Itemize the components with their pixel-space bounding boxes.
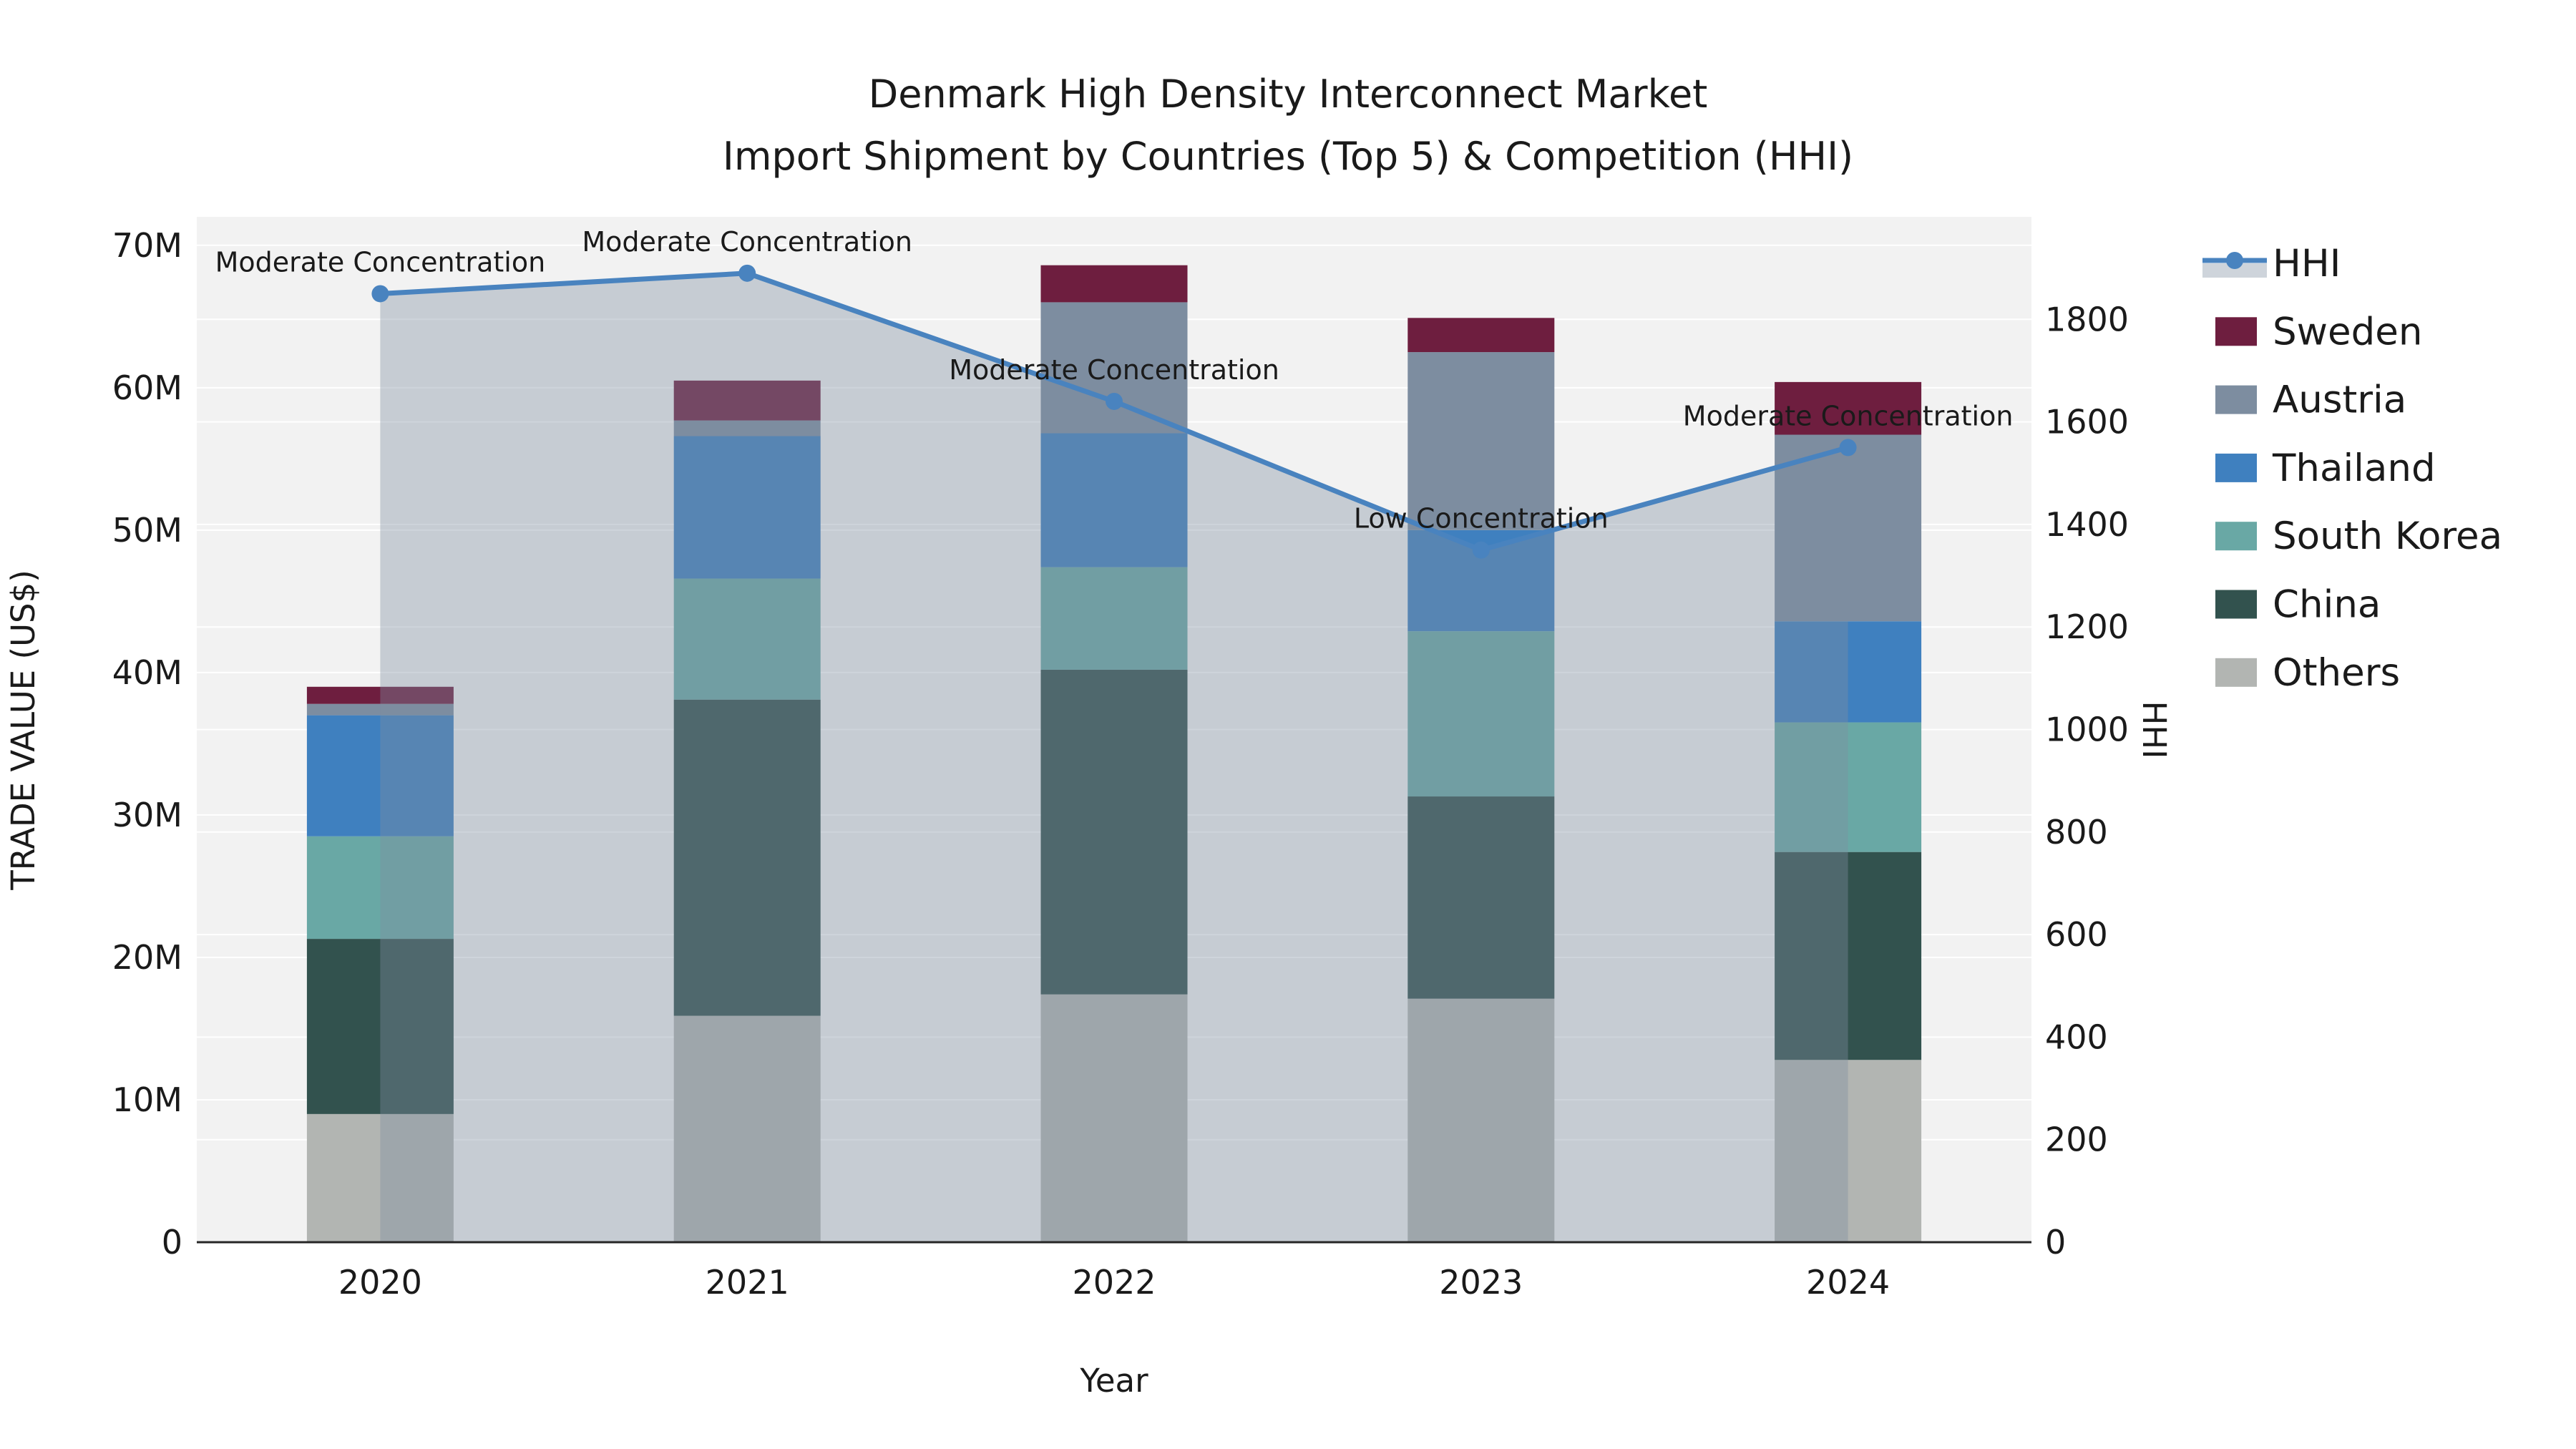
legend-label: Thailand: [2272, 447, 2436, 490]
left-tick-label: 20M: [112, 938, 182, 977]
legend-hhi-fill-sample: [2202, 263, 2267, 278]
x-tick-label: 2023: [1439, 1263, 1523, 1302]
left-tick-label: 10M: [112, 1080, 182, 1119]
bar-segment-sweden-2023: [1407, 318, 1555, 353]
bar-segment-south-korea-2022: [1040, 567, 1188, 670]
bar-segment-thailand-2020: [306, 715, 454, 836]
x-tick-label: 2020: [338, 1263, 422, 1302]
legend-label: HHI: [2273, 242, 2341, 286]
bar-segment-south-korea-2020: [306, 836, 454, 940]
bar-segment-china-2024: [1775, 852, 1922, 1060]
legend-item-austria: Austria: [2215, 379, 2406, 422]
legend-label: China: [2273, 583, 2381, 627]
right-tick-label: 800: [2045, 813, 2108, 852]
bar-segment-south-korea-2021: [673, 578, 821, 700]
right-tick-label: 400: [2045, 1018, 2108, 1056]
bar-segment-others-2021: [673, 1015, 821, 1242]
bar-segment-others-2023: [1407, 998, 1555, 1242]
bar-segment-thailand-2022: [1040, 433, 1188, 567]
x-tick-label: 2022: [1072, 1263, 1156, 1302]
right-tick-label: 1800: [2045, 300, 2129, 338]
legend-swatch: [2215, 522, 2257, 551]
x-tick-label: 2021: [706, 1263, 789, 1302]
left-y-axis-title: TRADE VALUE (US$): [4, 570, 42, 891]
legend-item-south-korea: South Korea: [2215, 514, 2502, 558]
bar-segment-sweden-2020: [306, 686, 454, 704]
legend-label: Austria: [2273, 379, 2406, 422]
left-tick-label: 50M: [112, 511, 182, 550]
bar-segment-thailand-2024: [1775, 621, 1922, 723]
bar-segment-others-2024: [1775, 1060, 1922, 1242]
right-tick-label: 1200: [2045, 608, 2129, 646]
bar-segment-south-korea-2024: [1775, 722, 1922, 852]
legend-item-china: China: [2215, 583, 2381, 627]
bar-segment-china-2023: [1407, 796, 1555, 999]
right-tick-label: 0: [2045, 1223, 2066, 1262]
legend-label: Sweden: [2273, 310, 2422, 353]
legend-label: Others: [2273, 651, 2400, 695]
right-tick-label: 600: [2045, 915, 2108, 954]
bar-segment-others-2020: [306, 1113, 454, 1242]
right-tick-label: 1400: [2045, 505, 2129, 544]
bar-segment-thailand-2021: [673, 436, 821, 579]
bar-segment-austria-2020: [306, 703, 454, 716]
bar-segment-austria-2023: [1407, 352, 1555, 530]
x-axis-title: Year: [1079, 1362, 1148, 1400]
annotation-2022: Moderate Concentration: [949, 354, 1279, 386]
legend-item-others: Others: [2215, 651, 2400, 695]
plot-area: Moderate Concentration Moderate Concentra…: [112, 217, 2129, 1302]
hhi-area-fill: [380, 273, 1848, 1243]
legend-item-thailand: Thailand: [2215, 447, 2436, 490]
right-tick-label: 1600: [2045, 403, 2129, 441]
left-tick-label: 60M: [112, 369, 182, 407]
bar-segment-sweden-2022: [1040, 265, 1188, 303]
annotation-2023: Low Concentration: [1354, 503, 1609, 535]
bar-segment-sweden-2024: [1775, 381, 1922, 435]
annotation-2021: Moderate Concentration: [582, 226, 912, 258]
legend-item-hhi: HHI: [2202, 242, 2341, 286]
right-tick-label: 200: [2045, 1121, 2108, 1159]
legend-item-sweden: Sweden: [2215, 310, 2422, 353]
bar-segment-china-2021: [673, 699, 821, 1016]
bar-segment-austria-2022: [1040, 302, 1188, 434]
bar-segment-china-2022: [1040, 669, 1188, 995]
left-tick-label: 70M: [112, 226, 182, 265]
hhi-marker: [1106, 392, 1123, 410]
left-tick-label: 30M: [112, 796, 182, 834]
bar-segment-others-2022: [1040, 994, 1188, 1242]
left-tick-label: 40M: [112, 653, 182, 692]
legend-hhi-marker-sample: [2226, 252, 2243, 269]
x-tick-label: 2024: [1806, 1263, 1890, 1302]
legend-swatch: [2215, 453, 2257, 482]
bar-segment-sweden-2021: [673, 380, 821, 421]
hhi-marker: [371, 285, 389, 303]
legend: HHI Sweden Austria Thailand South Korea China…: [2202, 242, 2502, 695]
bar-segment-austria-2024: [1775, 434, 1922, 622]
chart-title-line2: Import Shipment by Countries (Top 5) & C…: [723, 134, 1853, 179]
annotation-2020: Moderate Concentration: [215, 246, 546, 278]
legend-swatch: [2215, 590, 2257, 619]
chart-title-line1: Denmark High Density Interconnect Market: [869, 72, 1708, 117]
legend-swatch: [2215, 317, 2257, 346]
legend-swatch: [2215, 385, 2257, 414]
bar-segment-china-2020: [306, 939, 454, 1114]
legend-label: South Korea: [2273, 514, 2502, 558]
hhi-marker: [1839, 439, 1857, 457]
legend-swatch: [2215, 658, 2257, 687]
annotation-2024: Moderate Concentration: [1683, 400, 2014, 431]
right-y-axis-title: HHI: [2135, 701, 2173, 759]
hhi-marker: [738, 264, 756, 282]
left-tick-label: 0: [162, 1223, 182, 1262]
bar-segment-austria-2021: [673, 420, 821, 436]
right-tick-label: 1000: [2045, 711, 2129, 749]
hhi-marker: [1472, 541, 1490, 559]
bar-segment-south-korea-2023: [1407, 631, 1555, 797]
